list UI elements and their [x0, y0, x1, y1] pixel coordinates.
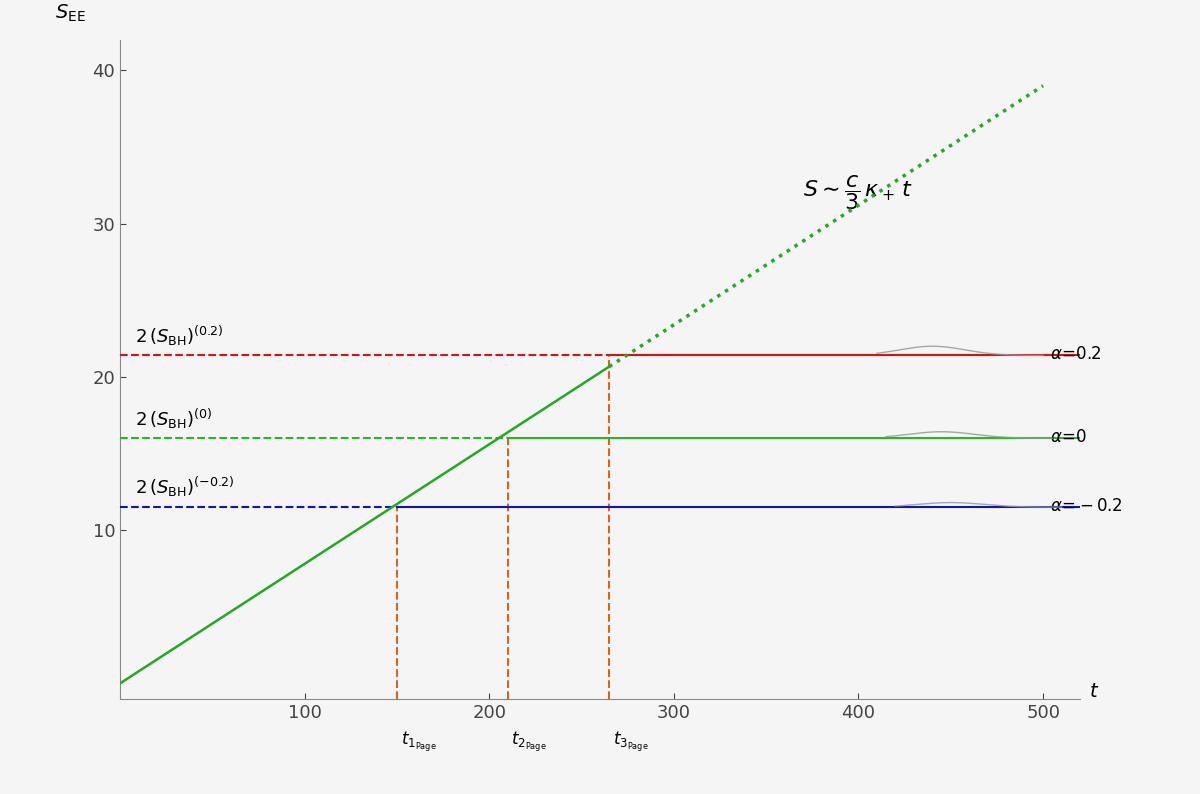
Text: $t_{3_{\mathrm{Page}}}$: $t_{3_{\mathrm{Page}}}$	[613, 730, 649, 754]
Text: $\alpha\!=\!0$: $\alpha\!=\!0$	[1050, 428, 1088, 445]
Text: $2\,(S_{\mathrm{BH}})^{(0)}$: $2\,(S_{\mathrm{BH}})^{(0)}$	[134, 407, 212, 430]
Text: $t$: $t$	[1090, 681, 1099, 700]
Text: $\alpha\!=\!-0.2$: $\alpha\!=\!-0.2$	[1050, 496, 1123, 515]
Text: $t_{2_{\mathrm{Page}}}$: $t_{2_{\mathrm{Page}}}$	[511, 730, 547, 754]
Text: $S\sim\dfrac{c}{3}\,\kappa_+\,t$: $S\sim\dfrac{c}{3}\,\kappa_+\,t$	[803, 173, 913, 213]
Text: $\alpha\!=\!0.2$: $\alpha\!=\!0.2$	[1050, 345, 1103, 363]
Text: $S_{\mathrm{EE}}$: $S_{\mathrm{EE}}$	[55, 3, 86, 25]
Text: $t_{1_{\mathrm{Page}}}$: $t_{1_{\mathrm{Page}}}$	[401, 730, 437, 754]
Text: $2\,(S_{\mathrm{BH}})^{(0.2)}$: $2\,(S_{\mathrm{BH}})^{(0.2)}$	[134, 323, 223, 348]
Text: $2\,(S_{\mathrm{BH}})^{(-0.2)}$: $2\,(S_{\mathrm{BH}})^{(-0.2)}$	[134, 476, 234, 499]
